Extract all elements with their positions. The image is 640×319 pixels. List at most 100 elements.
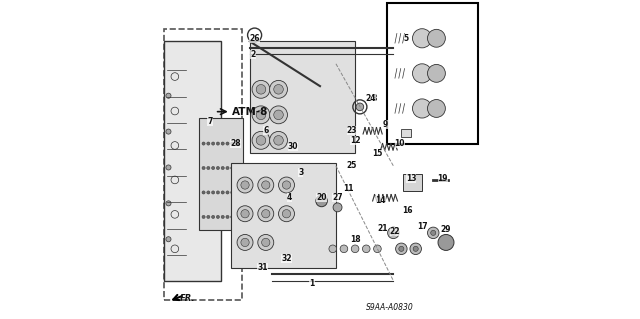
Bar (230, 163, 336, 268)
Circle shape (278, 177, 294, 193)
Circle shape (207, 167, 210, 170)
Text: 26: 26 (250, 34, 260, 43)
Circle shape (216, 167, 220, 170)
Circle shape (262, 238, 270, 247)
Circle shape (274, 85, 284, 94)
Text: 13: 13 (406, 174, 416, 183)
Circle shape (230, 191, 234, 194)
Text: 15: 15 (372, 149, 383, 158)
Circle shape (216, 142, 220, 145)
Circle shape (269, 106, 287, 124)
Circle shape (166, 165, 171, 170)
Circle shape (438, 234, 454, 250)
Circle shape (236, 142, 239, 145)
Text: 16: 16 (403, 206, 413, 215)
Circle shape (226, 215, 229, 219)
Circle shape (237, 177, 253, 193)
Circle shape (207, 142, 210, 145)
Circle shape (274, 110, 284, 120)
Text: ATM-8: ATM-8 (232, 107, 269, 117)
Circle shape (241, 181, 249, 189)
Circle shape (236, 191, 239, 194)
Circle shape (256, 136, 266, 145)
Circle shape (230, 167, 234, 170)
Circle shape (413, 246, 419, 251)
Circle shape (258, 234, 274, 250)
Circle shape (216, 191, 220, 194)
Circle shape (256, 110, 266, 120)
Text: 1: 1 (309, 279, 315, 288)
Circle shape (282, 210, 291, 218)
Circle shape (221, 167, 224, 170)
Text: 18: 18 (350, 235, 360, 244)
Text: 7: 7 (207, 117, 212, 126)
Circle shape (274, 136, 284, 145)
Text: 20: 20 (316, 193, 327, 202)
Circle shape (391, 230, 396, 235)
Circle shape (241, 210, 249, 218)
Circle shape (374, 245, 381, 253)
Circle shape (428, 227, 439, 239)
Circle shape (166, 201, 171, 206)
Circle shape (236, 215, 239, 219)
Circle shape (166, 237, 171, 242)
Circle shape (258, 177, 274, 193)
Text: 2: 2 (250, 50, 255, 59)
Bar (401, 129, 411, 137)
Circle shape (202, 167, 205, 170)
Circle shape (431, 230, 436, 235)
Circle shape (241, 238, 249, 247)
Circle shape (333, 203, 342, 212)
Text: 10: 10 (394, 139, 405, 148)
Circle shape (258, 206, 274, 222)
Text: 27: 27 (332, 193, 343, 202)
Circle shape (428, 64, 445, 82)
Circle shape (262, 181, 270, 189)
Circle shape (252, 106, 270, 124)
Circle shape (252, 80, 270, 98)
Circle shape (226, 142, 229, 145)
Circle shape (212, 215, 215, 219)
Circle shape (351, 245, 359, 253)
Circle shape (413, 64, 431, 83)
Circle shape (252, 131, 270, 149)
Circle shape (166, 93, 171, 98)
Circle shape (236, 167, 239, 170)
Circle shape (221, 142, 224, 145)
Text: 30: 30 (287, 142, 298, 151)
Text: 21: 21 (377, 224, 387, 233)
Text: 19: 19 (438, 174, 448, 183)
Circle shape (221, 215, 224, 219)
Text: 6: 6 (263, 126, 268, 135)
Circle shape (428, 100, 445, 117)
Circle shape (262, 210, 270, 218)
Text: 5: 5 (404, 34, 409, 43)
Circle shape (221, 191, 224, 194)
Text: FR.: FR. (180, 294, 195, 303)
Bar (164, 41, 221, 281)
Text: 4: 4 (287, 193, 292, 202)
Text: 31: 31 (257, 263, 268, 272)
Circle shape (388, 227, 399, 239)
Text: 14: 14 (375, 197, 386, 205)
Text: 28: 28 (230, 139, 241, 148)
Circle shape (226, 167, 229, 170)
Circle shape (212, 142, 215, 145)
Circle shape (237, 206, 253, 222)
Text: 17: 17 (417, 222, 428, 231)
Text: 29: 29 (441, 225, 451, 234)
Bar (403, 174, 422, 191)
Circle shape (212, 191, 215, 194)
Circle shape (226, 191, 229, 194)
Circle shape (237, 234, 253, 250)
Circle shape (202, 215, 205, 219)
Text: 32: 32 (281, 254, 292, 263)
Circle shape (212, 167, 215, 170)
Circle shape (396, 243, 407, 255)
Bar (199, 118, 243, 230)
Circle shape (428, 29, 445, 47)
Circle shape (269, 80, 287, 98)
Circle shape (399, 246, 404, 251)
Circle shape (207, 215, 210, 219)
Circle shape (362, 245, 370, 253)
